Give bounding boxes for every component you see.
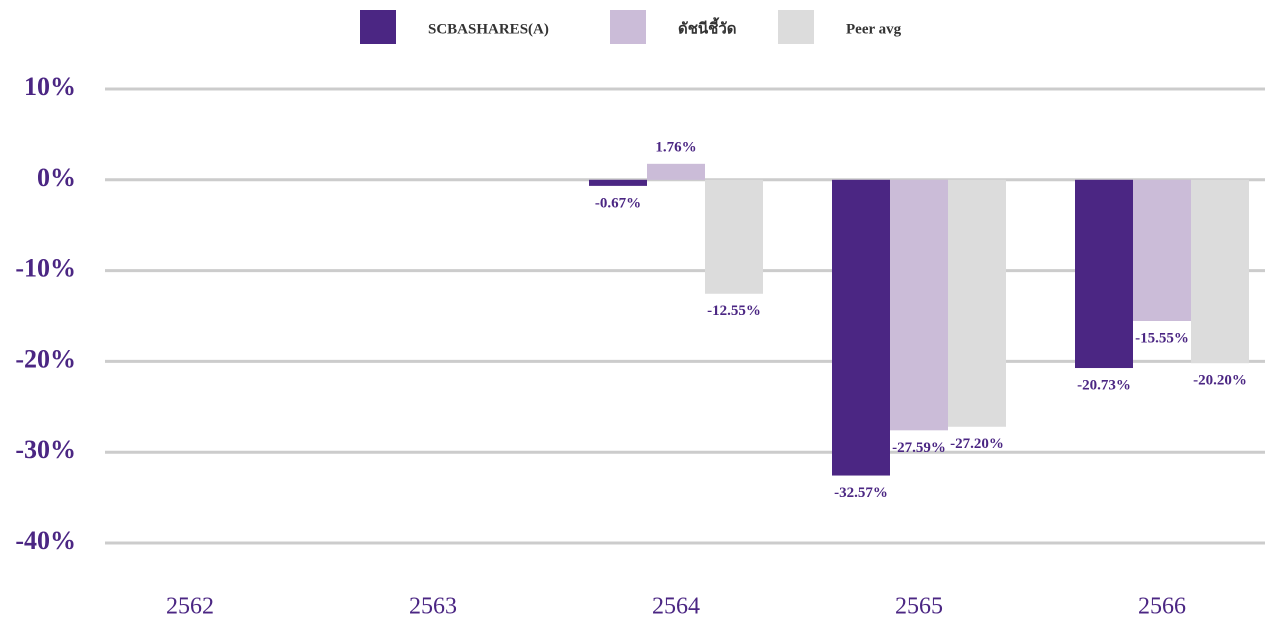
- value-label: -15.55%: [1135, 330, 1189, 346]
- bar: [1133, 179, 1191, 321]
- value-label: -27.59%: [892, 440, 946, 456]
- value-label: -20.20%: [1193, 373, 1247, 389]
- y-tick-label: -20%: [15, 344, 76, 373]
- bar: [705, 179, 763, 294]
- legend-swatch: [610, 10, 646, 44]
- y-tick-label: 0%: [37, 163, 76, 192]
- y-tick-label: 10%: [24, 72, 76, 101]
- y-tick-label: -30%: [15, 435, 76, 464]
- legend-label: ดัชนีชี้วัด: [678, 16, 737, 37]
- x-tick-label: 2563: [409, 594, 457, 620]
- legend-swatch: [360, 10, 396, 44]
- legend-label: SCBASHARES(A): [428, 21, 549, 37]
- y-tick-label: -10%: [15, 254, 76, 283]
- bar: [589, 179, 647, 186]
- bar: [647, 163, 705, 180]
- bar: [948, 179, 1006, 427]
- y-tick-label: -40%: [15, 526, 76, 555]
- bar: [890, 179, 948, 431]
- value-label: -20.73%: [1077, 377, 1131, 393]
- x-tick-label: 2562: [166, 594, 214, 620]
- value-label: -32.57%: [834, 485, 888, 501]
- legend-label: Peer avg: [846, 21, 902, 37]
- value-label: 1.76%: [655, 139, 696, 155]
- x-tick-label: 2564: [652, 594, 700, 620]
- bar: [1191, 179, 1249, 364]
- legend-swatch: [778, 10, 814, 44]
- x-tick-label: 2565: [895, 594, 943, 620]
- value-label: -12.55%: [707, 303, 761, 319]
- value-label: -0.67%: [595, 195, 641, 211]
- bar: [1075, 179, 1133, 369]
- x-tick-label: 2566: [1138, 594, 1186, 620]
- value-label: -27.20%: [950, 436, 1004, 452]
- bar: [832, 179, 890, 476]
